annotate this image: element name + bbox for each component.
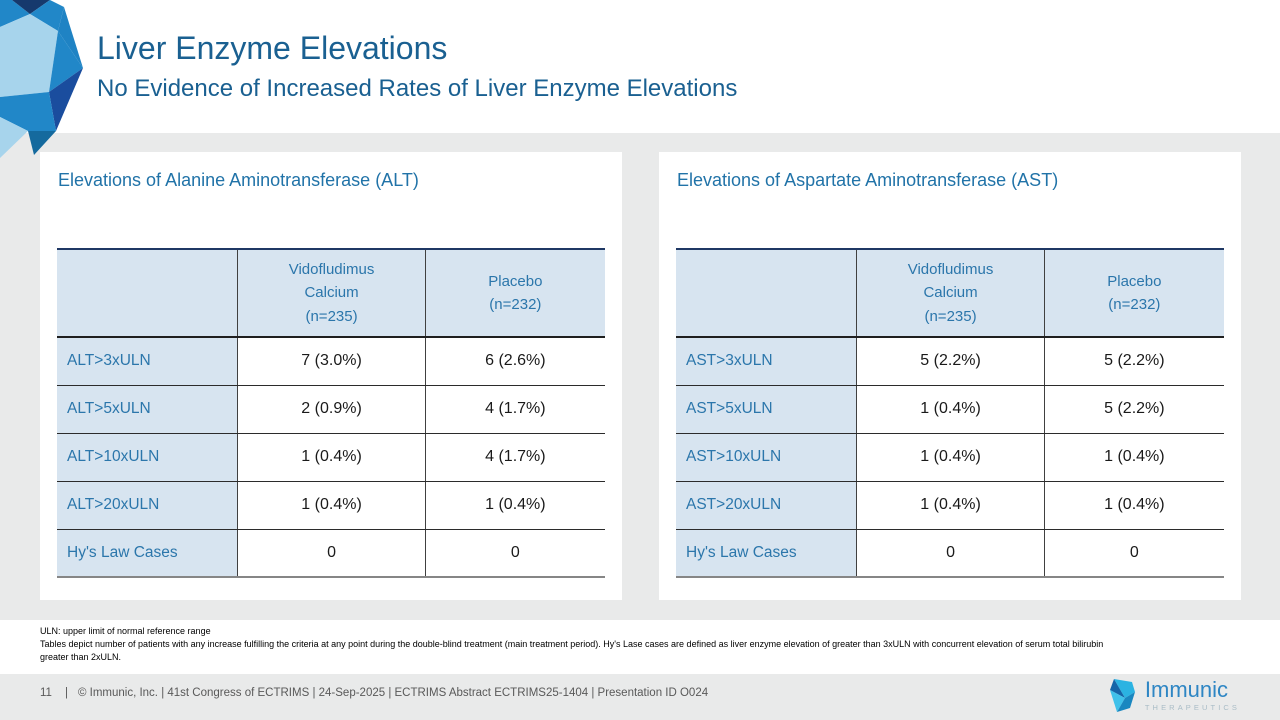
header-line: Calcium <box>923 284 978 302</box>
table-row: ALT>3xULN 7 (3.0%) 6 (2.6%) <box>57 337 605 386</box>
footer-credits: © Immunic, Inc. | 41st Congress of ECTRI… <box>77 687 709 699</box>
ast-header-row: Vidofludimus Calcium (n=235) Placebo (n=… <box>676 249 1224 338</box>
placebo-value-cell: 4 (1.7%) <box>425 433 605 482</box>
header-line: (n=232) <box>1108 296 1161 313</box>
header-line: (n=232) <box>489 296 542 313</box>
table-row: ALT>5xULN 2 (0.9%) 4 (1.7%) <box>57 385 605 434</box>
ast-panel-title: Elevations of Aspartate Aminotransferase… <box>677 170 1059 190</box>
table-row: Hy's Law Cases 0 0 <box>676 529 1224 578</box>
header-line: Calcium <box>304 284 359 302</box>
table-row: AST>20xULN 1 (0.4%) 1 (0.4%) <box>676 481 1224 530</box>
row-label: AST>5xULN <box>676 385 857 434</box>
placebo-value-cell: 6 (2.6%) <box>425 337 605 386</box>
header-line: Vidofludimus <box>907 261 994 279</box>
footnotes: ULN: upper limit of normal reference ran… <box>40 625 1255 664</box>
alt-column-header-placebo: Placebo (n=232) <box>425 249 605 338</box>
footer-separator: | <box>64 687 68 699</box>
table-row: ALT>20xULN 1 (0.4%) 1 (0.4%) <box>57 481 605 530</box>
row-label: ALT>3xULN <box>57 337 238 386</box>
page-number: 11 <box>40 687 52 699</box>
placebo-value-cell: 0 <box>1044 529 1224 578</box>
slide-title: Liver Enzyme Elevations <box>97 30 448 66</box>
row-label: Hy's Law Cases <box>57 529 238 578</box>
ast-column-header-empty <box>676 249 857 338</box>
alt-column-header-empty <box>57 249 238 338</box>
drug-value-cell: 0 <box>237 529 426 578</box>
footnote-line: Tables depict number of patients with an… <box>40 639 1104 650</box>
header-line: Placebo <box>1107 272 1162 290</box>
row-label: AST>10xULN <box>676 433 857 482</box>
table-row: AST>10xULN 1 (0.4%) 1 (0.4%) <box>676 433 1224 482</box>
immunic-logo: Immunic THERAPEUTICS <box>1109 678 1240 714</box>
footnote-band <box>0 620 1280 674</box>
immunic-gem-small-icon <box>1109 679 1135 712</box>
alt-header-row: Vidofludimus Calcium (n=235) Placebo (n=… <box>57 249 605 338</box>
table-row: ALT>10xULN 1 (0.4%) 4 (1.7%) <box>57 433 605 482</box>
footnote-line: ULN: upper limit of normal reference ran… <box>40 626 211 636</box>
ast-column-header-drug: Vidofludimus Calcium (n=235) <box>856 249 1045 338</box>
header-line: (n=235) <box>305 307 358 325</box>
row-label: ALT>20xULN <box>57 481 238 530</box>
placebo-value-cell: 5 (2.2%) <box>1044 337 1224 386</box>
alt-panel-title: Elevations of Alanine Aminotransferase (… <box>58 170 419 190</box>
footer-credits-row: 11 | © Immunic, Inc. | 41st Congress of … <box>40 687 708 699</box>
header-line: Placebo <box>488 272 543 290</box>
slide-subtitle: No Evidence of Increased Rates of Liver … <box>97 75 738 102</box>
row-label: ALT>5xULN <box>57 385 238 434</box>
placebo-value-cell: 4 (1.7%) <box>425 385 605 434</box>
immunic-gem-icon <box>0 0 83 158</box>
placebo-value-cell: 1 (0.4%) <box>425 481 605 530</box>
drug-value-cell: 2 (0.9%) <box>237 385 426 434</box>
placebo-value-cell: 0 <box>425 529 605 578</box>
drug-value-cell: 7 (3.0%) <box>237 337 426 386</box>
ast-column-header-placebo: Placebo (n=232) <box>1044 249 1224 338</box>
drug-value-cell: 1 (0.4%) <box>237 481 426 530</box>
alt-column-header-drug: Vidofludimus Calcium (n=235) <box>237 249 426 338</box>
row-label: AST>20xULN <box>676 481 857 530</box>
drug-value-cell: 1 (0.4%) <box>856 385 1045 434</box>
placebo-value-cell: 1 (0.4%) <box>1044 481 1224 530</box>
logo-name: Immunic <box>1144 677 1228 702</box>
drug-value-cell: 5 (2.2%) <box>856 337 1045 386</box>
ast-table: Vidofludimus Calcium (n=235) Placebo (n=… <box>676 248 1224 578</box>
table-row: Hy's Law Cases 0 0 <box>57 529 605 578</box>
drug-value-cell: 0 <box>856 529 1045 578</box>
row-label: Hy's Law Cases <box>676 529 857 578</box>
footer-band <box>0 674 1280 720</box>
header-band <box>0 0 1280 133</box>
placebo-value-cell: 5 (2.2%) <box>1044 385 1224 434</box>
alt-panel-card: Elevations of Alanine Aminotransferase (… <box>40 152 622 600</box>
ast-panel-card: Elevations of Aspartate Aminotransferase… <box>659 152 1241 600</box>
drug-value-cell: 1 (0.4%) <box>856 481 1045 530</box>
placebo-value-cell: 1 (0.4%) <box>1044 433 1224 482</box>
logo-tagline: THERAPEUTICS <box>1144 703 1240 712</box>
row-label: AST>3xULN <box>676 337 857 386</box>
header-line: Vidofludimus <box>288 261 375 279</box>
drug-value-cell: 1 (0.4%) <box>237 433 426 482</box>
table-row: AST>5xULN 1 (0.4%) 5 (2.2%) <box>676 385 1224 434</box>
table-row: AST>3xULN 5 (2.2%) 5 (2.2%) <box>676 337 1224 386</box>
drug-value-cell: 1 (0.4%) <box>856 433 1045 482</box>
alt-table: Vidofludimus Calcium (n=235) Placebo (n=… <box>57 248 605 578</box>
row-label: ALT>10xULN <box>57 433 238 482</box>
footnote-line: greater than 2xULN. <box>40 652 122 663</box>
header-line: (n=235) <box>924 307 977 325</box>
